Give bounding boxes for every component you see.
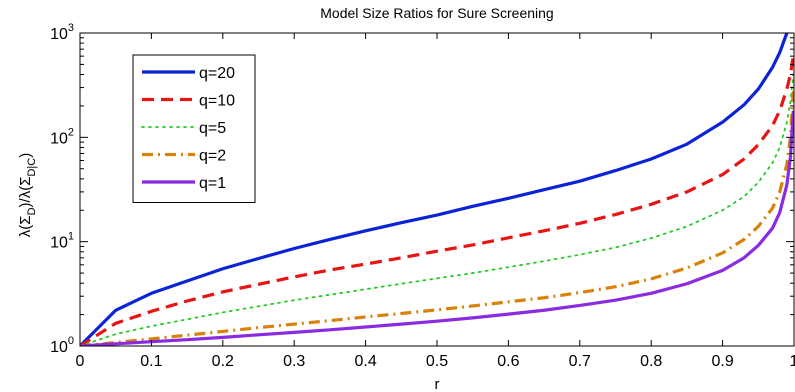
legend: q=20 q=10 q=5 q=2 q=1 bbox=[132, 54, 256, 203]
y-tick-label: 103 bbox=[50, 22, 74, 43]
series-line-q-20 bbox=[80, 33, 789, 346]
y-axis-label-sub2: D|C bbox=[26, 158, 38, 177]
chart-title: Model Size Ratios for Sure Screening bbox=[320, 5, 553, 21]
y-axis-label-sub1: D bbox=[26, 207, 38, 215]
y-tick-label: 102 bbox=[50, 126, 74, 147]
x-tick-label: 0.4 bbox=[354, 353, 376, 370]
legend-box bbox=[132, 54, 256, 203]
y-axis-label-end: ) bbox=[17, 153, 34, 158]
y-axis-label: λ(ΣD)/λ(ΣD|C) bbox=[17, 153, 38, 237]
x-tick-label: 0.7 bbox=[569, 353, 591, 370]
x-tick-label: 0.2 bbox=[212, 353, 234, 370]
legend-label: q=1 bbox=[199, 175, 226, 192]
series-line-q-10 bbox=[80, 55, 794, 346]
x-tick-label: 1 bbox=[790, 353, 795, 370]
x-axis-ticks: 0 0.1 0.2 0.3 0.4 0.5 0.6 0.7 0.8 0.9 1 bbox=[76, 33, 795, 370]
x-tick-label: 0.3 bbox=[283, 353, 305, 370]
legend-label: q=10 bbox=[199, 93, 235, 110]
series-line-q-1 bbox=[80, 110, 794, 346]
series-line-q-5 bbox=[80, 73, 794, 346]
y-axis-ticks: 100 101 102 103 bbox=[50, 22, 794, 356]
y-tick-label: 101 bbox=[50, 231, 74, 252]
y-axis-label-mid: )/λ(Σ bbox=[17, 177, 34, 208]
plot-area bbox=[80, 33, 794, 346]
y-tick-label: 100 bbox=[50, 335, 74, 356]
legend-label: q=2 bbox=[199, 148, 226, 165]
legend-label: q=5 bbox=[199, 120, 226, 137]
x-tick-label: 0.9 bbox=[711, 353, 733, 370]
x-tick-label: 0.8 bbox=[640, 353, 662, 370]
series-group bbox=[80, 33, 794, 346]
x-tick-label: 0 bbox=[76, 353, 85, 370]
y-axis-label-main: λ(Σ bbox=[17, 215, 34, 237]
x-axis-label: r bbox=[435, 376, 440, 392]
x-tick-label: 0.6 bbox=[497, 353, 519, 370]
series-line-q-2 bbox=[80, 90, 794, 346]
x-tick-label: 0.5 bbox=[426, 353, 448, 370]
legend-label: q=20 bbox=[199, 65, 235, 82]
x-tick-label: 0.1 bbox=[140, 353, 162, 370]
